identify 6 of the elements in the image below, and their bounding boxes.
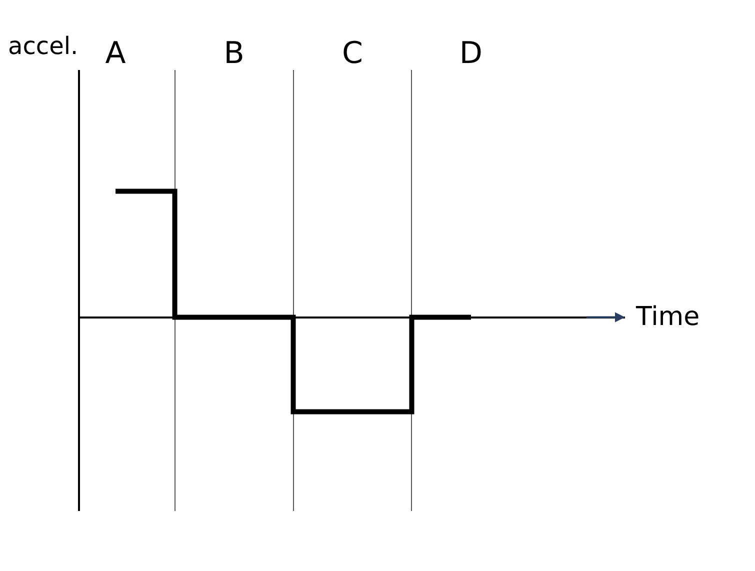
x-axis-title: Time: [635, 302, 700, 332]
x-tick-label: B: [224, 36, 244, 71]
x-tick-label: A: [105, 36, 126, 71]
x-tick-label: D: [459, 36, 483, 71]
y-axis-title: accel.: [8, 32, 78, 60]
x-tick-label: C: [342, 36, 363, 71]
